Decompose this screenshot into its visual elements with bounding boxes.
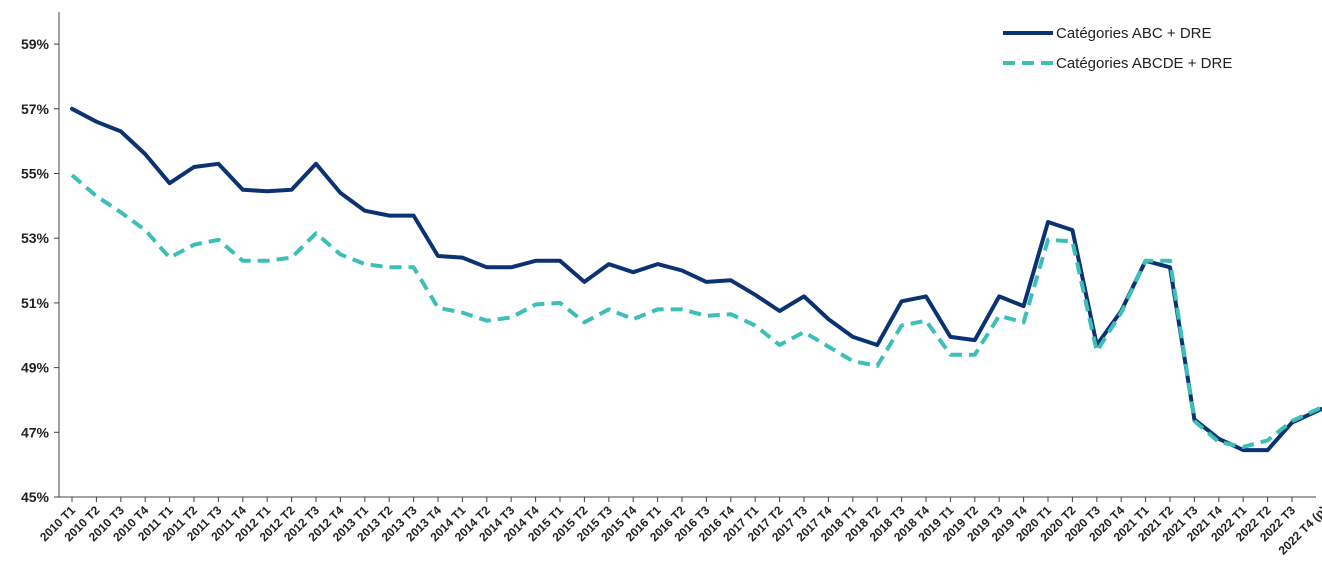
legend: Catégories ABC + DRE Catégories ABCDE + D… — [1003, 25, 1232, 72]
y-tick-label: 57% — [21, 101, 50, 117]
legend-label: Catégories ABCDE + DRE — [1056, 55, 1232, 72]
legend-label: Catégories ABC + DRE — [1056, 25, 1212, 42]
series-line-abcde-dre — [70, 173, 1322, 449]
axes — [58, 12, 1316, 498]
y-tick-label: 55% — [21, 166, 50, 182]
y-tick-label: 53% — [21, 230, 50, 246]
y-tick-label: 51% — [21, 295, 50, 311]
y-tick-label: 45% — [21, 489, 50, 505]
series-layer — [70, 106, 1322, 453]
y-tick-label: 47% — [21, 424, 50, 440]
y-tick-label: 59% — [21, 36, 50, 52]
y-axis-ticks: 45% 47% 49% 51% 53% 55% 57% 59% — [21, 36, 59, 505]
series-line-abc-dre — [70, 106, 1322, 453]
y-tick-label: 49% — [21, 360, 50, 376]
